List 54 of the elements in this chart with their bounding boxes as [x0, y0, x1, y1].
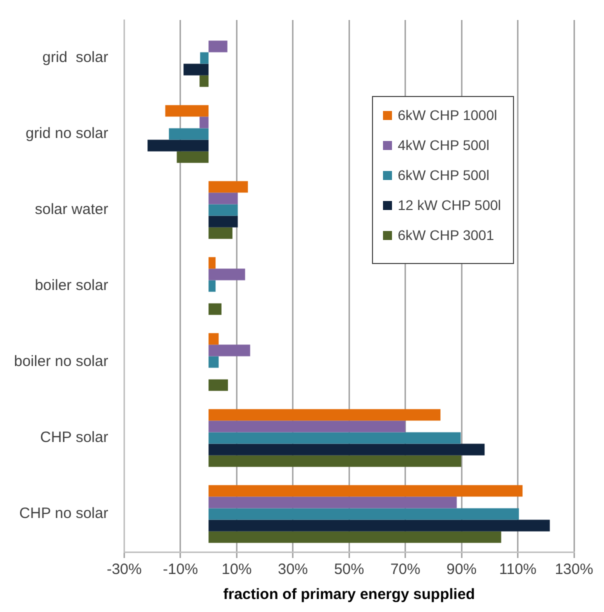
bar [208, 409, 440, 421]
bar [208, 344, 250, 356]
y-tick-label: CHP solar [40, 429, 108, 446]
x-tick-label: 50% [334, 561, 364, 578]
bar [208, 444, 485, 456]
legend-label: 12 kW CHP 500l [398, 197, 501, 213]
x-tick-label: -10% [162, 561, 198, 578]
bar [200, 116, 209, 128]
bar [176, 151, 209, 163]
legend-label: 4kW CHP 500l [398, 137, 490, 153]
bar [208, 216, 238, 228]
bar [184, 64, 209, 76]
bar [165, 105, 209, 117]
bar [168, 128, 209, 140]
x-tick-label: 110% [499, 561, 536, 578]
y-tick-label: grid no solar [26, 125, 108, 142]
x-tick-label: 90% [446, 561, 477, 578]
bar [208, 420, 406, 432]
legend-label: 6kW CHP 3001 [398, 227, 494, 243]
bar [208, 192, 238, 204]
bar [148, 140, 209, 152]
bar [208, 257, 216, 269]
y-tick-label: boiler solar [34, 277, 108, 294]
bar [208, 379, 228, 391]
legend-label: 6kW CHP 1000l [398, 107, 498, 123]
y-tick-label: boiler no solar [14, 353, 108, 370]
bar [200, 75, 209, 87]
y-tick-label: CHP no solar [19, 505, 108, 522]
bar [208, 181, 248, 193]
bar [208, 268, 246, 280]
bar [208, 455, 462, 467]
bar [200, 52, 209, 64]
bar [208, 520, 550, 532]
x-tick-label: 70% [390, 561, 420, 578]
y-tick-label: grid solar [42, 49, 108, 66]
y-tick-label: solar water [34, 201, 108, 218]
bar [208, 40, 228, 52]
bar [208, 333, 219, 345]
bar [208, 508, 519, 520]
x-axis-title: fraction of primary energy supplied [223, 586, 475, 604]
x-tick-label: -30% [106, 561, 142, 578]
bar [208, 432, 461, 444]
bar [208, 227, 232, 239]
legend-label: 6kW CHP 500l [398, 167, 490, 183]
bar [208, 280, 216, 292]
bar [208, 496, 457, 508]
x-tick-label: 30% [278, 561, 308, 578]
bar [208, 204, 238, 216]
bar [208, 303, 222, 315]
bar [208, 531, 502, 543]
x-tick-label: 130% [554, 561, 594, 578]
x-tick-label: 10% [222, 561, 252, 578]
bar [208, 485, 523, 497]
bar [208, 356, 219, 368]
